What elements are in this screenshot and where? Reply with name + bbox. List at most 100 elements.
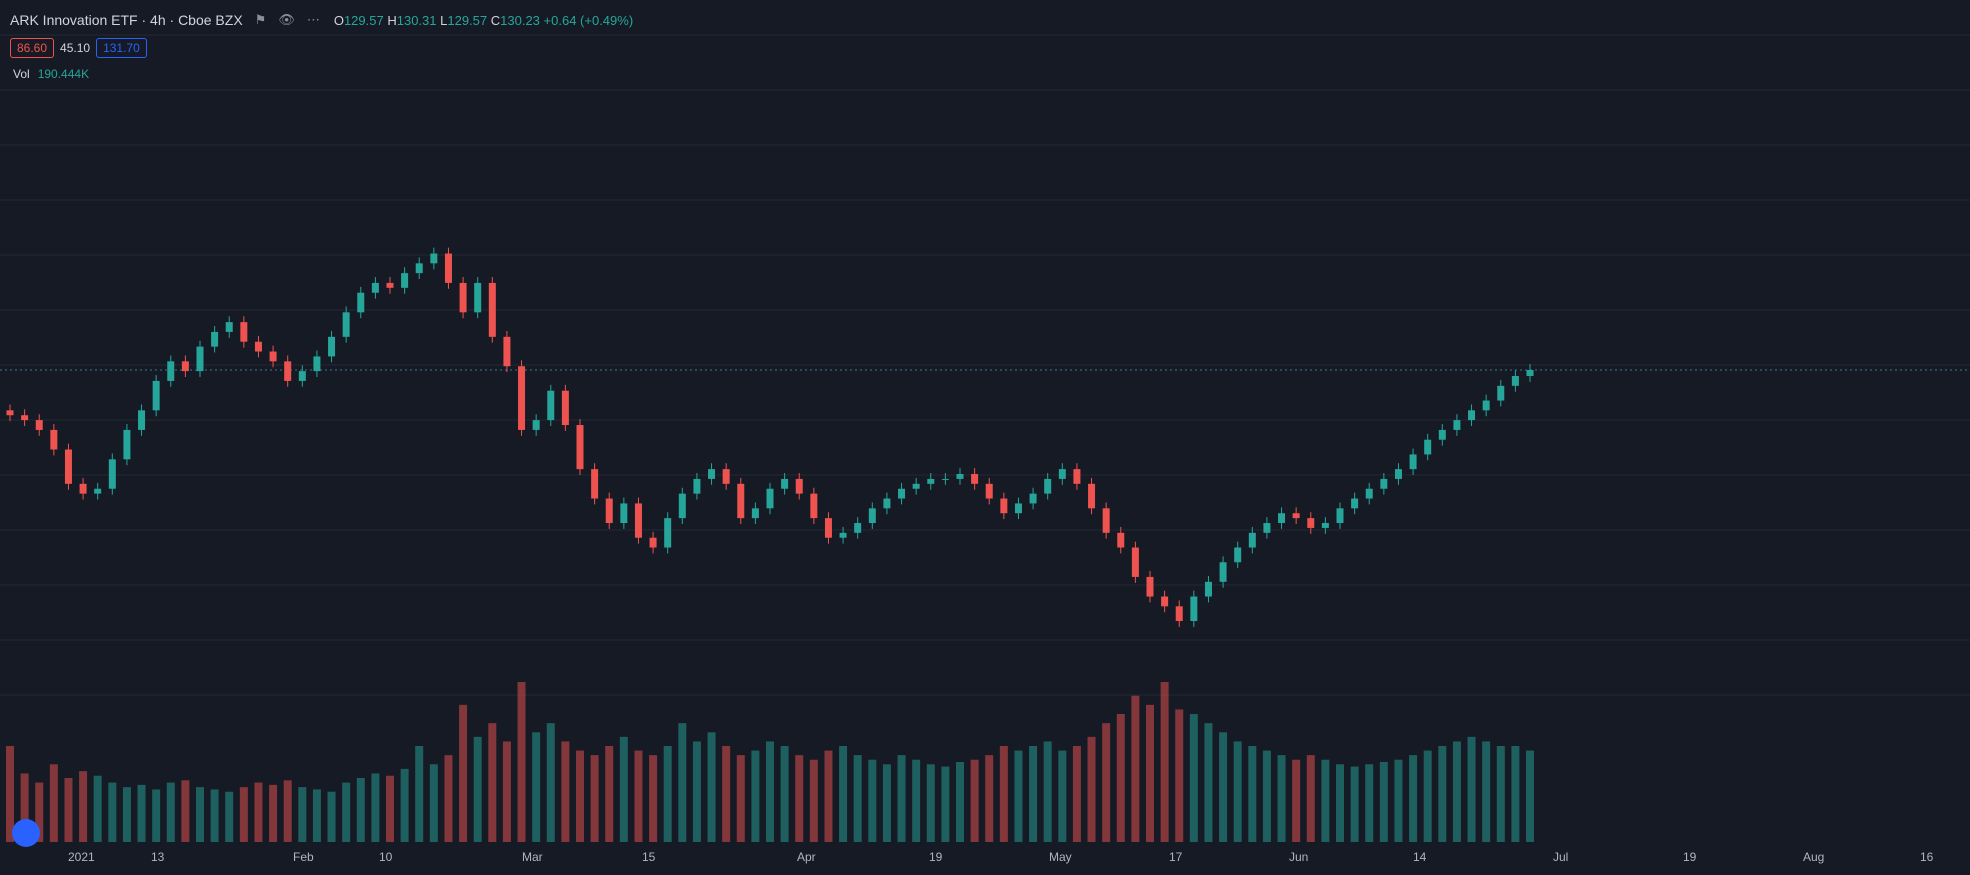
candlesticks <box>6 247 1534 627</box>
candle-body <box>1248 532 1256 548</box>
symbol-title[interactable]: ARK Innovation ETF · 4h · Cboe BZX <box>10 12 243 28</box>
candle-body <box>1234 547 1242 563</box>
candle-body <box>1278 513 1286 524</box>
candle-body <box>941 478 949 480</box>
candle-body <box>211 331 219 347</box>
candle-body <box>1380 478 1388 489</box>
volume-bar <box>1292 759 1301 842</box>
volume-bar <box>269 784 278 842</box>
candle-body <box>1175 606 1183 622</box>
volume-bar <box>49 764 58 842</box>
candle-body <box>839 532 847 538</box>
candle-body <box>693 478 701 494</box>
volume-legend: Vol 190.444K <box>13 67 90 81</box>
candle-body <box>1307 518 1315 528</box>
candle-body <box>576 425 584 470</box>
volume-bar <box>1233 741 1242 842</box>
candle-body <box>298 371 306 381</box>
volume-bar <box>590 755 599 842</box>
volume-bar <box>415 746 424 842</box>
time-axis-label: May <box>1049 850 1072 864</box>
candle-body <box>1117 532 1125 548</box>
candle-body <box>1102 508 1110 533</box>
volume-bar <box>239 787 248 842</box>
volume-bar <box>985 755 994 842</box>
eye-icon[interactable]: 👁 <box>278 12 295 27</box>
volume-bar <box>371 773 380 842</box>
candle-body <box>751 508 759 519</box>
volume-bar <box>108 782 117 842</box>
chart-grid <box>0 34 1970 696</box>
volume-bar <box>79 771 88 842</box>
volume-bar <box>795 755 804 842</box>
candle-body <box>985 483 993 499</box>
candle-body <box>386 282 394 288</box>
volume-bar <box>839 746 848 842</box>
candle-body <box>313 356 321 372</box>
candle-body <box>50 429 58 450</box>
candle-body <box>1482 400 1490 411</box>
candle-body <box>518 366 526 430</box>
candle-body <box>1497 385 1505 401</box>
volume-bar <box>356 778 365 842</box>
volume-bar <box>619 736 628 842</box>
candle-body <box>138 410 146 430</box>
candle-body <box>605 498 613 524</box>
candle-body <box>927 478 935 484</box>
volume-bar <box>64 778 73 842</box>
volume-bar <box>1365 764 1374 842</box>
candle-body <box>401 273 409 288</box>
volume-bar <box>576 750 584 842</box>
time-axis-label: 19 <box>1683 850 1697 864</box>
volume-bar <box>1336 764 1344 842</box>
volume-bar <box>824 750 833 842</box>
flag-icon[interactable]: ⚑ <box>254 12 267 27</box>
candle-body <box>1526 370 1534 377</box>
candle-body <box>971 474 979 484</box>
volume-bar <box>1350 766 1359 842</box>
volume-bar <box>532 732 541 842</box>
volume-bar <box>1496 746 1505 842</box>
volume-bar <box>386 775 394 842</box>
volume-bar <box>429 764 438 842</box>
volume-bar <box>283 780 292 842</box>
candle-body <box>1321 523 1329 528</box>
volume-bar <box>517 682 526 842</box>
volume-bar <box>1087 736 1096 842</box>
volume-bar <box>1029 746 1038 842</box>
candle-body <box>1146 576 1154 597</box>
candle-body <box>1453 420 1461 430</box>
volume-bar <box>181 780 190 842</box>
volume-bar <box>956 762 964 842</box>
time-axis-label: Jun <box>1289 850 1309 864</box>
candle-body <box>1000 498 1008 514</box>
volume-bar <box>809 759 818 842</box>
volume-bar <box>122 787 131 842</box>
candle-body <box>1088 483 1096 509</box>
volume-bar <box>196 787 204 842</box>
candle-body <box>810 493 818 519</box>
candle-body <box>328 336 336 357</box>
candle-body <box>357 292 365 313</box>
price-badges: 86.60 45.10 131.70 <box>10 38 153 58</box>
volume-bar <box>634 750 643 842</box>
volume-bar <box>1379 762 1388 842</box>
more-icon[interactable]: ⋯ <box>306 12 320 27</box>
volume-bar <box>254 782 263 842</box>
candle-body <box>956 474 964 479</box>
candle-body <box>474 282 482 313</box>
volume-bar <box>780 746 789 842</box>
volume-bar <box>1511 746 1520 842</box>
candle-body <box>664 518 672 548</box>
time-axis-label: Aug <box>1803 850 1825 864</box>
volume-bar <box>1189 714 1198 842</box>
volume-bar <box>1248 746 1257 842</box>
candle-body <box>1190 596 1198 622</box>
volume-bar <box>1262 750 1271 842</box>
volume-bar <box>137 784 146 842</box>
time-axis-label: Jul <box>1553 850 1569 864</box>
volume-bar <box>663 746 672 842</box>
price-badge-a: 86.60 <box>10 38 55 58</box>
volume-bar <box>1175 709 1184 842</box>
